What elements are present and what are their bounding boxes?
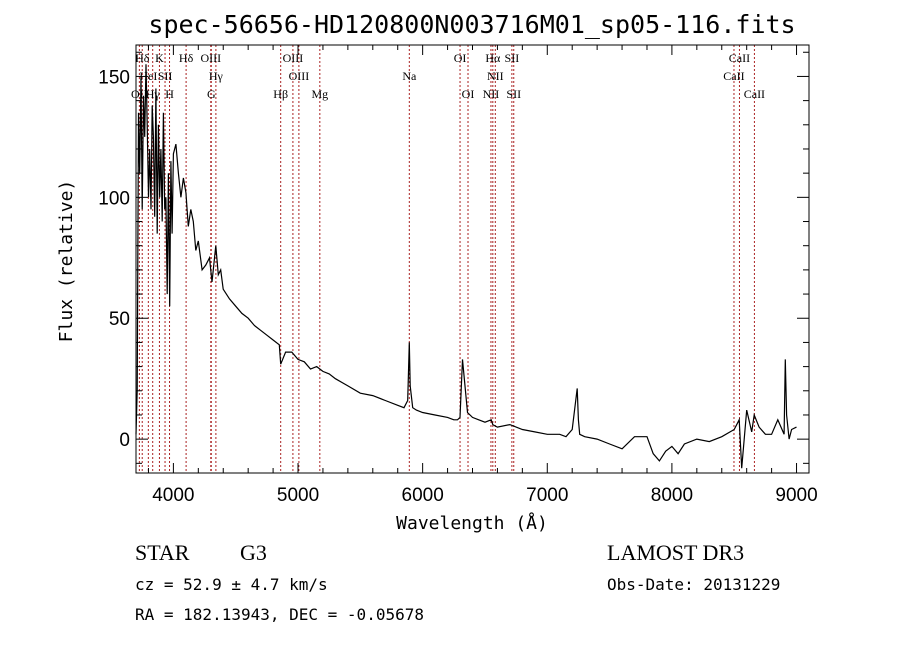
x-tick-label: 5000 <box>277 485 319 506</box>
x-tick-label: 4000 <box>152 485 194 506</box>
line-marker-label: OIII <box>283 51 304 65</box>
line-marker-label: G <box>207 87 216 101</box>
object-subclass: G3 <box>240 540 267 565</box>
line-marker-label: OI <box>462 87 475 101</box>
line-marker-label: OI <box>454 51 467 65</box>
observation-date: Obs-Date: 20131229 <box>607 575 780 594</box>
line-markers <box>138 45 755 473</box>
line-marker-label: Hδ <box>135 51 150 65</box>
line-marker-label: OII <box>131 87 148 101</box>
y-axis: 0 50 100 150 <box>98 51 809 464</box>
x-axis-label: Wavelength (Å) <box>396 512 548 534</box>
x-tick-label: 9000 <box>775 485 817 506</box>
line-marker-label: CaII <box>744 87 765 101</box>
line-marker-label: Hδ <box>179 51 194 65</box>
x-tick-label: 6000 <box>402 485 444 506</box>
line-marker-label: SII <box>506 87 521 101</box>
line-marker-label: Hγ <box>146 87 161 101</box>
y-tick-label: 0 <box>119 430 130 451</box>
spectrum-line <box>135 64 797 469</box>
redshift-cz: cz = 52.9 ± 4.7 km/s <box>135 575 328 594</box>
x-tick-label: 7000 <box>526 485 568 506</box>
line-marker-label: CaII <box>729 51 750 65</box>
line-marker-label: NII <box>483 87 500 101</box>
line-marker-label: Hγ <box>209 69 224 83</box>
survey-name: LAMOST DR3 <box>607 540 744 565</box>
chart-title: spec-56656-HD120800N003716M01_sp05-116.f… <box>148 10 795 39</box>
line-marker-label: Na <box>402 69 417 83</box>
line-marker-label: SII <box>505 51 520 65</box>
line-marker-label: Hβ <box>273 87 288 101</box>
plot-frame <box>135 44 810 474</box>
x-axis: 4000 5000 6000 7000 8000 9000 <box>147 45 818 506</box>
line-marker-label: HeI <box>139 69 157 83</box>
line-marker-label: OIII <box>200 51 221 65</box>
x-tick-label: 8000 <box>651 485 693 506</box>
line-marker-label: OIII <box>289 69 310 83</box>
line-marker-label: SII <box>158 69 173 83</box>
y-tick-label: 150 <box>98 67 130 88</box>
line-marker-label: H <box>165 87 174 101</box>
line-marker-label: Mg <box>311 87 328 101</box>
line-marker-label: K <box>155 51 164 65</box>
line-marker-label: CaII <box>723 69 744 83</box>
y-axis-label: Flux (relative) <box>56 180 77 343</box>
ra-dec: RA = 182.13943, DEC = -0.05678 <box>135 605 424 624</box>
y-tick-label: 50 <box>109 309 130 330</box>
object-class: STAR <box>135 540 190 565</box>
line-marker-label: NII <box>487 69 504 83</box>
y-tick-label: 100 <box>98 188 130 209</box>
line-marker-label: Hα <box>485 51 501 65</box>
